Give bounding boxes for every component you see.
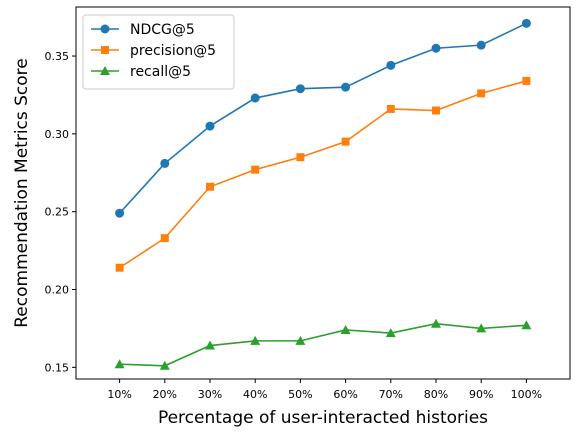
y-tick-label: 0.25 (45, 206, 70, 219)
axes: 10% 20% 30% 40% 50% 60% 70% 80% 90% 100% 0.15 0.20 0… (45, 6, 571, 401)
data-point (295, 84, 305, 94)
x-tick-label: 60% (333, 388, 357, 401)
data-point (296, 153, 305, 162)
y-tick-label: 0.35 (45, 50, 70, 63)
legend-marker (101, 46, 109, 54)
legend-entry: recall@5 (130, 64, 191, 80)
y-tick-label: 0.20 (45, 284, 70, 297)
y-axis-label: Recommendation Metrics Score (12, 58, 32, 328)
series-line (119, 22, 527, 214)
data-point (251, 165, 260, 174)
legend-entry: NDCG@5 (130, 22, 195, 38)
data-point (476, 323, 487, 333)
series-line (119, 80, 527, 269)
data-point (114, 359, 125, 369)
x-tick-label: 30% (198, 388, 222, 401)
legend-marker (100, 66, 110, 75)
data-point (340, 324, 351, 334)
legend-box (82, 14, 235, 90)
x-tick-label: 100% (511, 388, 542, 401)
legend-marker (100, 24, 110, 34)
data-point (206, 182, 214, 191)
y-tick-label: 0.15 (45, 361, 70, 374)
x-axis-label: Percentage of user-interacted histories (158, 408, 488, 428)
data-point (385, 328, 396, 338)
data-point (341, 137, 350, 146)
legend-entry: precision@5 (130, 43, 216, 59)
x-tick-label: 50% (288, 388, 312, 401)
y-tick-label: 0.30 (45, 128, 70, 141)
data-point (521, 320, 532, 330)
data-point (386, 104, 395, 113)
data-point (432, 106, 440, 115)
x-tick-label: 20% (153, 388, 177, 401)
data-point (341, 82, 351, 92)
data-point (205, 121, 215, 131)
x-tick-label: 10% (107, 388, 131, 401)
data-point (159, 360, 170, 370)
data-point (205, 340, 215, 350)
data-point (431, 318, 441, 328)
plot-frame (75, 6, 571, 380)
data-point (160, 158, 170, 168)
data-point (160, 234, 169, 243)
x-tick-label: 40% (243, 388, 267, 401)
data-point (295, 335, 306, 345)
series-line (119, 322, 527, 367)
data-point (476, 40, 486, 50)
x-tick-label: 80% (424, 388, 448, 401)
data-point (115, 208, 125, 218)
x-tick-label: 70% (379, 388, 403, 401)
data-point (386, 60, 396, 70)
data-point (522, 76, 531, 85)
data-point (477, 89, 486, 98)
data-point (521, 18, 531, 28)
data-point (250, 335, 261, 345)
data-point (115, 263, 124, 272)
x-tick-label: 90% (469, 388, 493, 401)
data-marks (114, 18, 532, 370)
data-point (431, 43, 441, 53)
legend: NDCG@5 precision@5 recall@5 (82, 14, 235, 90)
data-point (250, 93, 260, 103)
